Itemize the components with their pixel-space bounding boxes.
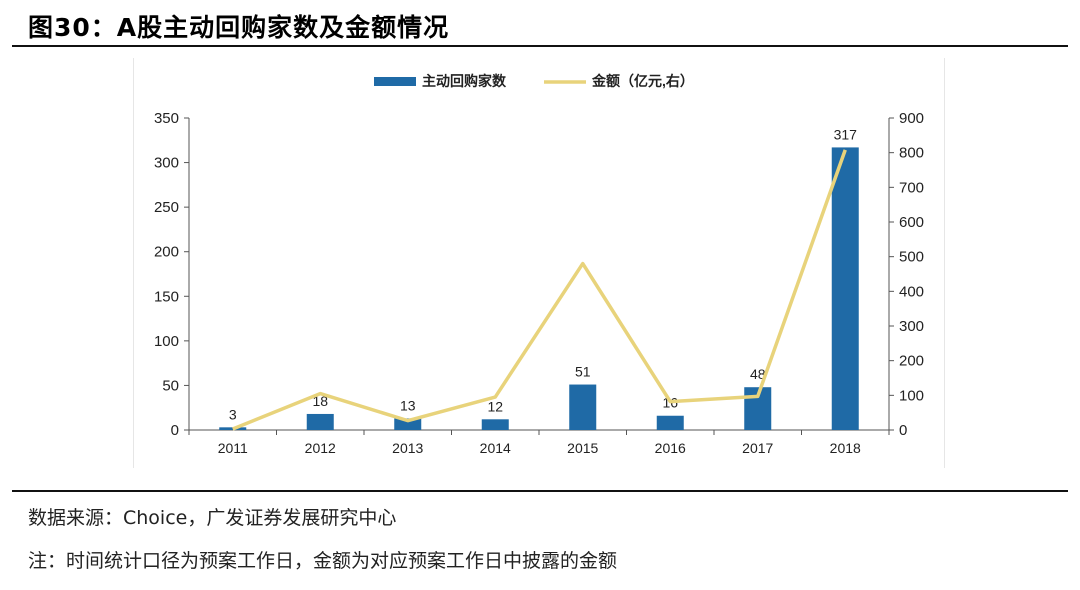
legend-line-label: 金额（亿元,右）: [591, 73, 694, 89]
top-rule: [12, 45, 1068, 47]
remark-note: 注：时间统计口径为预案工作日，金额为对应预案工作日中披露的金额: [28, 550, 618, 572]
left-tick-label: 100: [154, 333, 179, 350]
x-tick-label: 2017: [742, 440, 773, 456]
bar-data-label: 317: [834, 126, 858, 142]
left-tick-label: 150: [154, 288, 179, 305]
right-tick-label: 400: [899, 283, 924, 300]
x-tick-label: 2011: [218, 440, 248, 456]
left-tick-label: 300: [154, 155, 179, 172]
right-tick-label: 500: [899, 249, 924, 266]
right-tick-label: 700: [899, 179, 924, 196]
bar-data-label: 3: [229, 406, 237, 422]
x-tick-label: 2014: [480, 440, 511, 456]
bar-2014: [481, 419, 509, 430]
x-tick-label: 2012: [305, 440, 336, 456]
bar-data-label: 48: [750, 366, 766, 382]
chart-frame: 0 50 100 150 200 250 300 350 0 100 200 300 400 500 600…: [133, 58, 945, 468]
left-tick-label: 50: [162, 377, 179, 394]
x-tick-label: 2018: [830, 440, 861, 456]
right-tick-label: 900: [899, 110, 924, 127]
figure-title: 图30：A股主动回购家数及金额情况: [28, 13, 450, 42]
bar-2015: [569, 384, 597, 430]
bar-2016: [656, 415, 684, 430]
left-tick-label: 0: [171, 422, 179, 439]
legend-bar-swatch: [374, 77, 416, 86]
right-tick-label: 100: [899, 387, 924, 404]
bar-data-label: 51: [575, 364, 591, 380]
left-tick-label: 200: [154, 244, 179, 261]
right-tick-label: 300: [899, 318, 924, 335]
left-tick-label: 250: [154, 199, 179, 216]
right-tick-label: 800: [899, 145, 924, 162]
bar-data-label: 13: [400, 397, 416, 413]
bar-2013: [394, 418, 422, 430]
bar-2012: [306, 413, 334, 430]
buyback-chart: 0 50 100 150 200 250 300 350 0 100 200 300 400 500 600…: [154, 73, 924, 456]
x-tick-label: 2013: [392, 440, 423, 456]
legend-bar-label: 主动回购家数: [422, 73, 507, 89]
bottom-rule: [12, 490, 1068, 492]
bar-2018: [831, 147, 859, 430]
x-tick-label: 2016: [655, 440, 686, 456]
right-tick-label: 200: [899, 353, 924, 370]
right-tick-label: 600: [899, 214, 924, 231]
x-tick-label: 2015: [567, 440, 598, 456]
left-tick-label: 350: [154, 110, 179, 127]
source-note: 数据来源：Choice，广发证券发展研究中心: [28, 507, 397, 529]
right-tick-label: 0: [899, 422, 907, 439]
bar-data-label: 12: [487, 398, 503, 414]
amount-line: [232, 149, 847, 431]
